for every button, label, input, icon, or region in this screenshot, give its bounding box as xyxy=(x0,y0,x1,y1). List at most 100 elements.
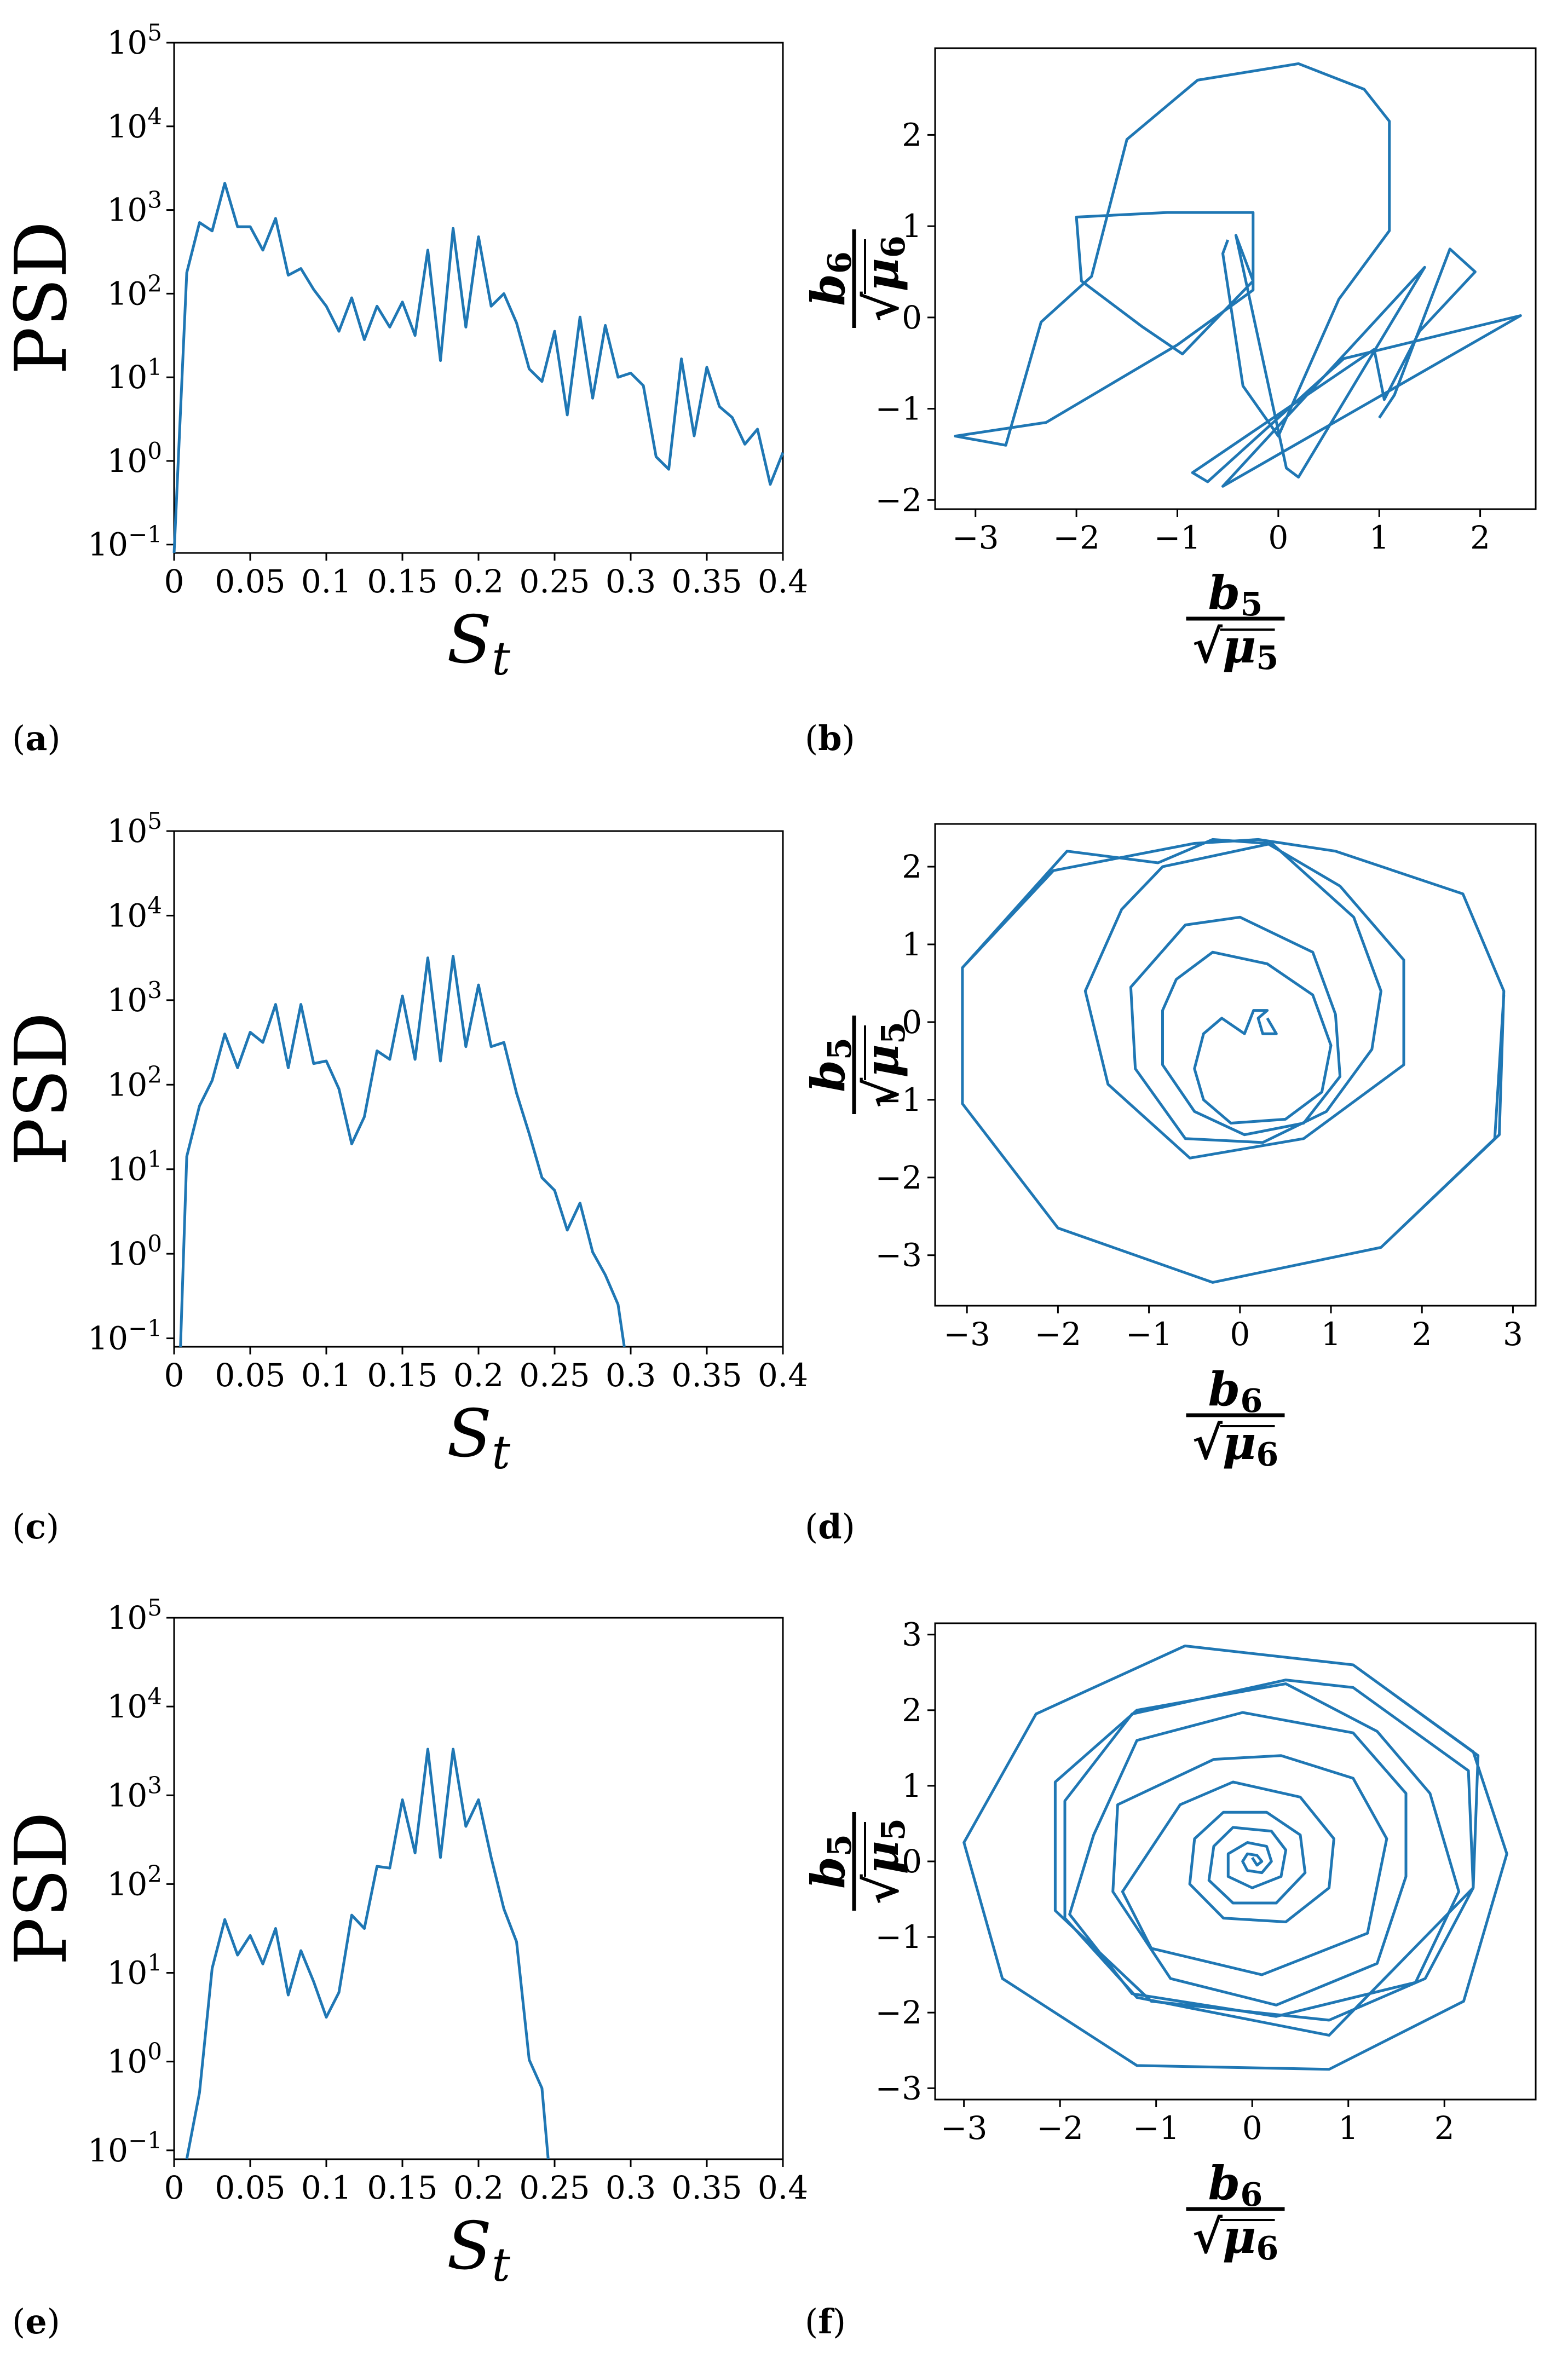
x-tick-label: 0.3 xyxy=(606,2169,656,2206)
fraction-denominator: √μ6 xyxy=(1192,1416,1279,1473)
y-tick-label: −2 xyxy=(875,1994,923,2031)
y-tick-label: 104 xyxy=(107,1683,162,1725)
x-tick-label: 0.25 xyxy=(519,563,590,600)
y-tick-text: 101 xyxy=(107,1950,162,1992)
y-tick-label: 3 xyxy=(902,1616,922,1653)
y-tick-label: 2 xyxy=(902,116,922,153)
x-tick-label: −1 xyxy=(1133,2109,1180,2147)
x-tick-label: 0.25 xyxy=(519,2169,590,2206)
y-tick-label: 1 xyxy=(902,207,922,245)
y-tick-text: 101 xyxy=(107,1146,162,1188)
y-tick-text: 100 xyxy=(107,2038,162,2080)
fraction-numerator: b6 xyxy=(801,251,858,306)
y-tick-label: 0 xyxy=(902,299,922,336)
y-tick-label: 103 xyxy=(107,1772,162,1814)
plot-frame xyxy=(934,1622,1537,2101)
x-tick-label: 1 xyxy=(1338,2109,1358,2147)
y-tick-text: 10−1 xyxy=(88,2127,162,2169)
x-tick-label: 0.1 xyxy=(301,1357,351,1394)
x-tick-label: −2 xyxy=(1053,519,1100,556)
y-tick-label: 102 xyxy=(107,1860,162,1902)
y-tick-label: 105 xyxy=(107,19,162,61)
y-tick-text: 102 xyxy=(107,1061,162,1103)
axis-fraction: b6√μ6 xyxy=(801,229,912,328)
fraction-denominator: √μ6 xyxy=(855,235,912,322)
y-tick-text: 103 xyxy=(107,1772,162,1814)
y-tick-text: 102 xyxy=(107,270,162,312)
y-tick-label: −3 xyxy=(875,2069,923,2107)
y-tick-label: 105 xyxy=(107,808,162,850)
chart-panel-c: 0 0.05 0.1 0.15 0.2 0.25 0.3 0.35 0.4 10−1 100 101 1… xyxy=(0,808,808,1479)
y-tick-text: 103 xyxy=(107,187,162,229)
y-axis-label: PSD xyxy=(0,221,83,375)
series-line xyxy=(954,62,1522,488)
axis-fraction: b5√μ5 xyxy=(1186,566,1285,677)
series-line xyxy=(961,838,1506,1284)
x-tick-label: 0.1 xyxy=(301,563,351,600)
y-tick-text: 104 xyxy=(107,1683,162,1725)
x-tick-label: 0.4 xyxy=(758,563,808,600)
x-tick-label: 0.05 xyxy=(215,1357,285,1394)
y-tick-label: −1 xyxy=(875,1918,923,1956)
x-tick-label: −2 xyxy=(1035,1316,1082,1353)
y-tick-label: 1 xyxy=(902,1767,922,1804)
y-tick-text: 100 xyxy=(107,1230,162,1272)
panel-label-f: (f) xyxy=(805,2302,846,2342)
x-tick-label: 0.35 xyxy=(671,2169,742,2206)
x-tick-label: 0.4 xyxy=(758,2169,808,2206)
y-tick-label: 102 xyxy=(107,270,162,312)
series-line xyxy=(962,1644,1508,2071)
plot-frame xyxy=(173,42,784,554)
y-tick-label: 10−1 xyxy=(88,521,162,563)
y-tick-text: 105 xyxy=(107,1594,162,1636)
x-tick-label: 0.15 xyxy=(367,563,437,600)
x-tick-label: 0.05 xyxy=(215,2169,285,2206)
y-tick-label: 100 xyxy=(107,437,162,480)
panel-label-e: (e) xyxy=(12,2302,60,2342)
fraction-numerator: b6 xyxy=(1208,2156,1263,2213)
y-tick-text: 100 xyxy=(107,437,162,480)
x-tick-label: 0.4 xyxy=(758,1357,808,1394)
x-tick-label: −3 xyxy=(941,2109,988,2147)
x-tick-label: 0.3 xyxy=(606,563,656,600)
y-tick-label: 104 xyxy=(107,892,162,934)
y-tick-label: −2 xyxy=(875,481,923,518)
axis-fraction: b6√μ6 xyxy=(1186,1362,1285,1473)
x-tick-label: 1 xyxy=(1369,519,1390,556)
y-tick-text: 103 xyxy=(107,977,162,1019)
y-tick-label: 104 xyxy=(107,103,162,145)
x-tick-label: −3 xyxy=(952,519,999,556)
x-tick-label: 0.2 xyxy=(453,2169,504,2206)
x-tick-label: 0.15 xyxy=(367,1357,437,1394)
x-tick-label: 0.2 xyxy=(453,563,504,600)
panel-label-b: (b) xyxy=(805,718,855,758)
axis-fraction: b6√μ6 xyxy=(1186,2156,1285,2267)
fraction-denominator: √μ5 xyxy=(855,1022,912,1108)
x-tick-label: 0 xyxy=(1242,2109,1263,2147)
x-tick-label: −3 xyxy=(943,1316,990,1353)
chart-panel-d: −3 −2 −1 0 1 2 3 −3 −2 −1 0 1 2 b6√μ6 b5√μ5 xyxy=(801,823,1537,1473)
fraction-numerator: b5 xyxy=(801,1834,858,1889)
fraction-denominator: √μ6 xyxy=(1192,2210,1279,2267)
y-tick-text: 10−1 xyxy=(88,521,162,563)
y-tick-text: 104 xyxy=(107,892,162,934)
y-tick-label: 101 xyxy=(107,1146,162,1188)
x-tick-label: 2 xyxy=(1434,2109,1455,2147)
x-tick-label: 1 xyxy=(1321,1316,1341,1353)
x-tick-label: 0 xyxy=(164,2169,185,2206)
y-tick-label: 100 xyxy=(107,1230,162,1272)
x-tick-label: 0.15 xyxy=(367,2169,437,2206)
y-tick-label: 0 xyxy=(902,1004,922,1041)
panel-label-c: (c) xyxy=(12,1507,59,1547)
y-tick-label: 2 xyxy=(902,848,922,885)
y-tick-text: 105 xyxy=(107,808,162,850)
x-tick-label: 0.35 xyxy=(671,1357,742,1394)
y-axis-label: PSD xyxy=(0,1812,83,1965)
x-tick-label: 0 xyxy=(164,1357,185,1394)
x-tick-label: 2 xyxy=(1470,519,1490,556)
y-tick-label: −1 xyxy=(875,390,923,428)
axis-fraction: b5√μ5 xyxy=(801,1812,912,1911)
chart-panel-f: −3 −2 −1 0 1 2 −3 −2 −1 0 1 2 3 b6√μ6 b5√μ5 xyxy=(801,1616,1537,2267)
y-tick-text: 10−1 xyxy=(88,1315,162,1357)
